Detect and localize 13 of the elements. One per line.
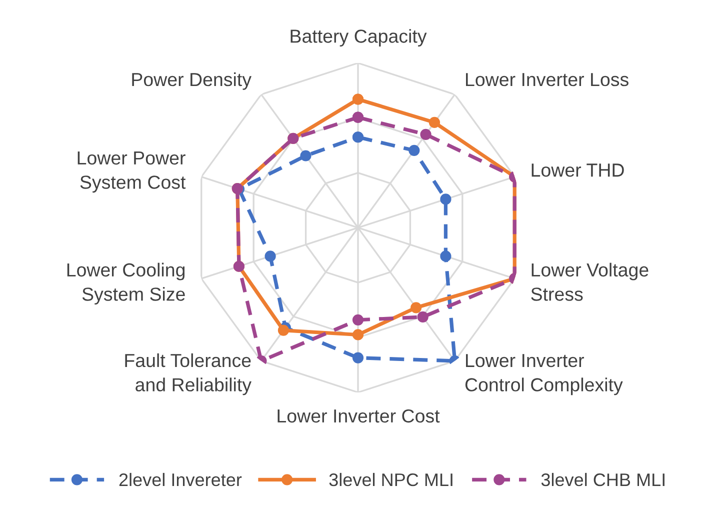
spoke-label: Lower Inverter Cost [278,409,440,423]
legend-label: 3level NPC MLI [329,472,452,486]
spoke-label: Lower Voltage Stress [531,262,648,301]
spoke-label: Lower THD [532,164,624,177]
spoke-label: Lower Inverter Control Complexity [465,354,623,396]
spoke-label: Lower Power System Cost [78,152,186,193]
spoke-label: Battery Capacity [290,29,427,47]
spoke-label: Power Density [132,72,252,90]
legend-label: 3level CHB MLI [541,472,664,486]
spoke-label: Fault Tolerance and Reliability [125,353,252,396]
spoke-label: Lower Cooling System Size [67,262,185,305]
spoke-label: Lower Inverter Loss [466,73,628,86]
legend-label: 2level Invereter [119,472,242,486]
